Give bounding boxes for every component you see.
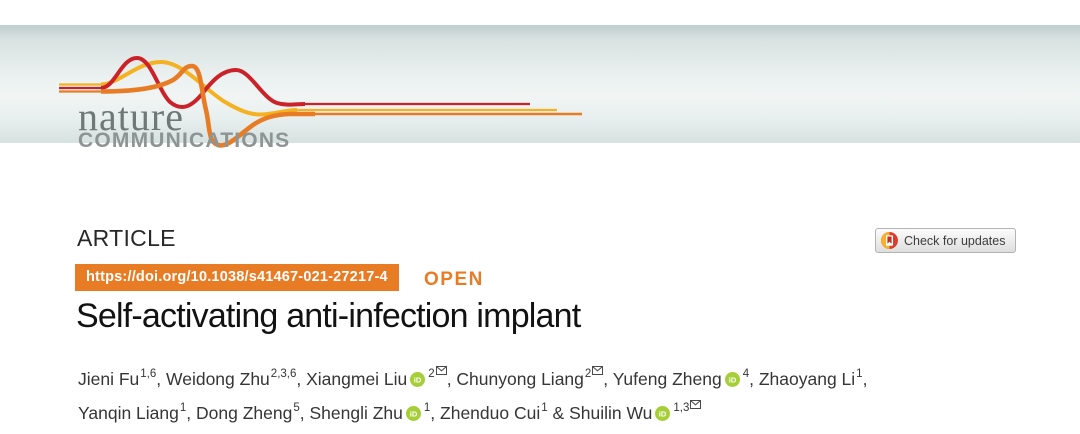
check-for-updates-label: Check for updates xyxy=(904,233,1006,248)
author-name: Jieni Fu xyxy=(78,368,140,389)
author-superscript: 1,3 xyxy=(673,399,702,414)
author: Chunyong Liang2 xyxy=(456,366,604,389)
author-name: Yanqin Liang xyxy=(78,402,179,423)
author: Xiangmei Liu iD 2 xyxy=(306,366,447,389)
author: Shengli Zhu iD 1 xyxy=(309,401,431,423)
masthead-banner: nature COMMUNICATIONS xyxy=(0,25,1080,151)
envelope-icon[interactable] xyxy=(592,366,604,375)
author-superscript: 2 xyxy=(585,366,604,380)
check-for-updates-button[interactable]: Check for updates xyxy=(875,228,1017,253)
author-name: Zhenduo Cui xyxy=(440,402,541,423)
author-list: Jieni Fu1,6, Weidong Zhu2,3,6, Xiangmei … xyxy=(78,360,1038,428)
envelope-icon[interactable] xyxy=(690,399,702,409)
envelope-icon[interactable] xyxy=(435,366,447,375)
orcid-icon[interactable]: iD xyxy=(724,371,740,387)
author-superscript: 2,3,6 xyxy=(270,368,297,380)
nature-ribbons-icon xyxy=(59,55,582,148)
brand-nature: nature xyxy=(78,94,184,139)
author-name: Zhaoyang Li xyxy=(758,368,856,389)
author-name: Xiangmei Liu xyxy=(306,368,408,389)
author-name: Weidong Zhu xyxy=(166,368,270,389)
author-superscript: 1 xyxy=(179,401,187,414)
author-superscript: 2 xyxy=(428,366,447,380)
author: Dong Zheng5 xyxy=(196,401,300,423)
author: Shuilin Wu iD 1,3 xyxy=(569,399,702,423)
svg-text:iD: iD xyxy=(659,409,667,418)
author-name: Shengli Zhu xyxy=(309,402,403,423)
author: Yanqin Liang1 xyxy=(78,401,187,423)
author-superscript: 5 xyxy=(293,401,300,414)
author-superscript: 1 xyxy=(856,368,863,380)
author-superscript: 1,6 xyxy=(140,368,157,380)
author-name: Dong Zheng xyxy=(196,402,293,423)
open-access-badge: OPEN xyxy=(424,269,484,290)
author: Yufeng Zheng iD 4 xyxy=(612,368,750,389)
author: Zhaoyang Li1 xyxy=(758,368,863,389)
article-title: Self-activating anti-infection implant xyxy=(76,297,581,335)
crossmark-icon xyxy=(881,232,898,249)
author-superscript: 1 xyxy=(541,401,548,414)
author: Zhenduo Cui1 xyxy=(440,401,548,423)
article-kicker: ARTICLE xyxy=(77,225,176,251)
svg-text:iD: iD xyxy=(728,375,736,384)
author-superscript: 4 xyxy=(742,368,750,380)
author-name: Chunyong Liang xyxy=(456,368,584,389)
author: Weidong Zhu2,3,6 xyxy=(166,368,297,389)
author-line-2: Yanqin Liang1, Dong Zheng5, Shengli Zhu i… xyxy=(78,394,1038,428)
author: Jieni Fu1,6 xyxy=(78,368,157,389)
author-name: Shuilin Wu xyxy=(569,402,653,423)
svg-text:iD: iD xyxy=(410,409,418,418)
author-superscript: 1 xyxy=(423,401,431,414)
author-name: Yufeng Zheng xyxy=(612,368,722,389)
brand-communications: COMMUNICATIONS xyxy=(78,129,291,152)
author-line-1: Jieni Fu1,6, Weidong Zhu2,3,6, Xiangmei … xyxy=(78,366,868,389)
orcid-icon[interactable]: iD xyxy=(410,371,426,387)
svg-text:iD: iD xyxy=(414,375,422,384)
orcid-icon[interactable]: iD xyxy=(405,405,421,421)
orcid-icon[interactable]: iD xyxy=(655,405,671,421)
doi-link-badge[interactable]: https://doi.org/10.1038/s41467-021-27217… xyxy=(75,264,399,291)
